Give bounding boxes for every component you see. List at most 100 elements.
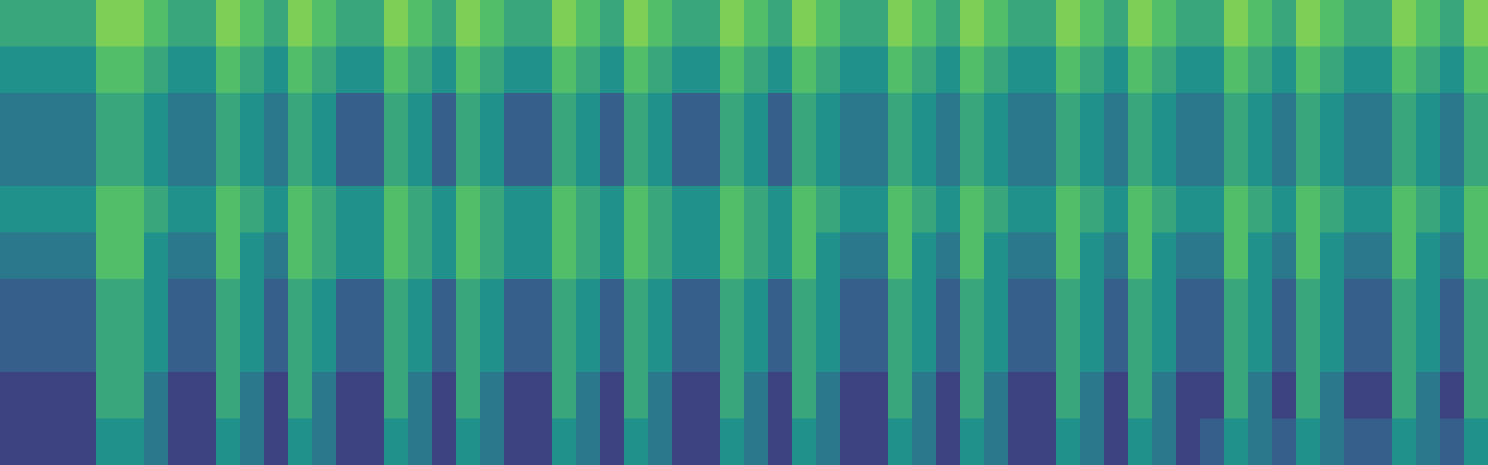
cell	[1320, 186, 1345, 233]
cell	[672, 326, 697, 373]
cell	[120, 326, 145, 373]
cell	[1104, 47, 1129, 94]
cell	[24, 47, 49, 94]
cell	[240, 372, 265, 419]
cell	[1344, 140, 1369, 187]
cell	[1344, 326, 1369, 373]
cell	[696, 419, 721, 465]
cell	[1464, 419, 1488, 465]
cell	[1224, 279, 1249, 326]
cell	[936, 47, 961, 94]
cell	[936, 372, 961, 419]
cell	[720, 279, 745, 326]
cell	[240, 47, 265, 94]
cell	[408, 0, 433, 47]
cell	[1344, 47, 1369, 94]
cell	[840, 233, 865, 280]
cell	[336, 279, 361, 326]
cell	[1320, 140, 1345, 187]
cell	[24, 326, 49, 373]
cell	[1128, 233, 1153, 280]
cell	[72, 372, 97, 419]
cell	[432, 326, 457, 373]
cell	[600, 279, 625, 326]
cell	[264, 326, 289, 373]
cell	[840, 326, 865, 373]
cell	[840, 419, 865, 465]
cell	[720, 186, 745, 233]
cell	[960, 93, 985, 140]
cell	[768, 279, 793, 326]
cell	[456, 47, 481, 94]
cell	[48, 186, 73, 233]
cell	[864, 186, 889, 233]
cell	[816, 93, 841, 140]
cell	[984, 279, 1009, 326]
cell	[48, 140, 73, 187]
cell	[432, 93, 457, 140]
cell	[576, 372, 601, 419]
cell	[1416, 140, 1441, 187]
cell	[408, 419, 433, 465]
cell	[672, 233, 697, 280]
cell	[912, 233, 937, 280]
cell	[1104, 279, 1129, 326]
cell	[1440, 233, 1465, 280]
cell	[168, 279, 193, 326]
cell	[744, 372, 769, 419]
cell	[480, 233, 505, 280]
cell	[576, 47, 601, 94]
cell	[1032, 419, 1057, 465]
cell	[984, 93, 1009, 140]
cell	[480, 93, 505, 140]
cell	[816, 0, 841, 47]
cell	[240, 326, 265, 373]
cell	[1056, 419, 1081, 465]
cell	[864, 372, 889, 419]
cell	[1344, 0, 1369, 47]
cell	[1008, 47, 1033, 94]
cell	[936, 93, 961, 140]
cell	[120, 186, 145, 233]
cell	[0, 186, 25, 233]
cell	[96, 233, 121, 280]
cell	[1440, 326, 1465, 373]
cell	[744, 233, 769, 280]
cell	[1080, 186, 1105, 233]
cell	[1464, 140, 1488, 187]
cell	[1008, 0, 1033, 47]
cell	[936, 233, 961, 280]
cell	[1032, 186, 1057, 233]
cell	[1248, 372, 1273, 419]
cell	[0, 233, 25, 280]
cell	[1080, 233, 1105, 280]
cell	[216, 419, 241, 465]
cell	[1392, 326, 1417, 373]
cell	[1152, 326, 1177, 373]
cell	[312, 186, 337, 233]
cell	[1248, 233, 1273, 280]
cell	[1368, 186, 1393, 233]
cell	[504, 233, 529, 280]
cell	[72, 419, 97, 465]
cell	[648, 279, 673, 326]
cell	[1392, 233, 1417, 280]
cell	[648, 140, 673, 187]
cell	[168, 186, 193, 233]
cell	[72, 140, 97, 187]
cell	[624, 47, 649, 94]
cell	[1272, 326, 1297, 373]
cell	[1176, 326, 1201, 373]
cell	[408, 93, 433, 140]
cell	[0, 93, 25, 140]
cell	[768, 93, 793, 140]
cell	[168, 419, 193, 465]
cell	[528, 372, 553, 419]
cell	[1128, 419, 1153, 465]
cell	[1032, 372, 1057, 419]
cell	[240, 419, 265, 465]
cell	[912, 93, 937, 140]
cell	[456, 326, 481, 373]
cell	[1416, 47, 1441, 94]
cell	[312, 140, 337, 187]
